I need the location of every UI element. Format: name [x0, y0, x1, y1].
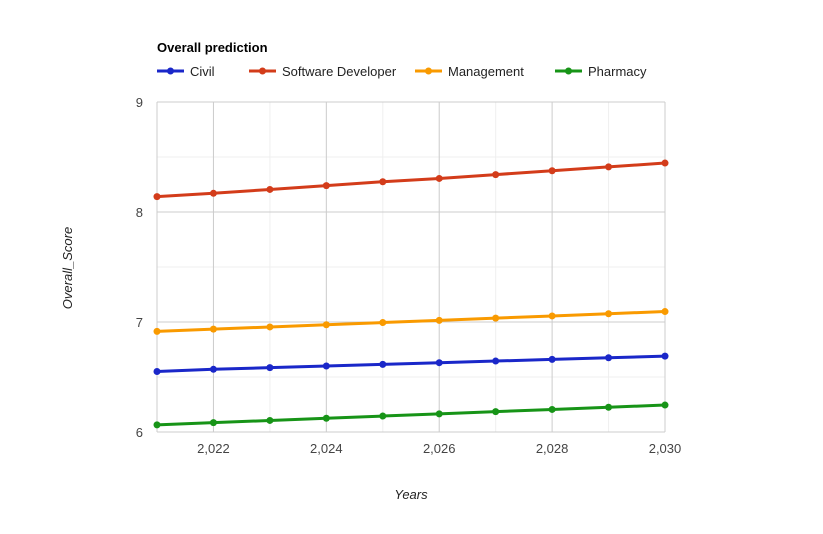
data-point-pharmacy[interactable] — [548, 405, 556, 413]
series-line-management — [156, 310, 666, 333]
data-point-civil[interactable] — [661, 352, 669, 360]
data-point-civil[interactable] — [435, 359, 443, 367]
data-point-software-developer[interactable] — [548, 167, 556, 175]
data-point-software-developer[interactable] — [322, 182, 330, 190]
x-tick-label: 2,024 — [310, 441, 343, 456]
data-point-civil[interactable] — [153, 368, 161, 375]
legend-item-civil[interactable]: Civil — [157, 64, 215, 79]
data-point-software-developer[interactable] — [605, 163, 613, 171]
series-civil — [153, 352, 669, 375]
y-tick-label: 8 — [136, 205, 143, 220]
legend-label: Management — [448, 64, 524, 79]
legend-item-software-developer[interactable]: Software Developer — [249, 64, 397, 79]
x-tick-label: 2,030 — [649, 441, 682, 456]
x-tick-label: 2,026 — [423, 441, 456, 456]
series-line-software-developer — [156, 161, 666, 199]
legend: Civil Software Developer Management Pharmac… — [157, 64, 647, 79]
data-point-pharmacy[interactable] — [322, 414, 330, 422]
data-point-management[interactable] — [435, 316, 443, 324]
y-axis-title: Overall_Score — [60, 227, 75, 309]
series-software-developer — [153, 159, 669, 201]
y-tick-label: 7 — [136, 315, 143, 330]
data-point-pharmacy[interactable] — [153, 421, 161, 429]
data-point-pharmacy[interactable] — [209, 419, 217, 427]
data-point-software-developer[interactable] — [266, 185, 274, 193]
x-axis-title: Years — [394, 487, 428, 502]
data-point-civil[interactable] — [605, 354, 613, 362]
series-pharmacy — [153, 401, 669, 429]
legend-label: Pharmacy — [588, 64, 647, 79]
data-point-pharmacy[interactable] — [435, 410, 443, 418]
data-point-software-developer[interactable] — [492, 171, 500, 179]
data-point-civil[interactable] — [266, 364, 274, 372]
data-point-management[interactable] — [153, 327, 161, 335]
data-point-management[interactable] — [209, 325, 217, 333]
legend-label: Software Developer — [282, 64, 397, 79]
x-tick-label: 2,022 — [197, 441, 230, 456]
data-point-software-developer[interactable] — [435, 174, 443, 182]
y-tick-label: 9 — [136, 95, 143, 110]
data-point-civil[interactable] — [322, 362, 330, 370]
data-point-management[interactable] — [322, 321, 330, 329]
legend-item-management[interactable]: Management — [415, 64, 524, 79]
x-tick-label: 2,028 — [536, 441, 569, 456]
series-lines — [153, 159, 669, 429]
data-point-management[interactable] — [379, 319, 387, 327]
data-point-pharmacy[interactable] — [492, 408, 500, 416]
data-point-pharmacy[interactable] — [379, 412, 387, 420]
data-point-management[interactable] — [661, 308, 669, 316]
data-point-civil[interactable] — [209, 365, 217, 373]
data-point-software-developer[interactable] — [379, 178, 387, 186]
legend-label: Civil — [190, 64, 215, 79]
chart-title: Overall prediction — [157, 40, 268, 55]
data-point-pharmacy[interactable] — [605, 403, 613, 411]
data-point-civil[interactable] — [492, 357, 500, 365]
data-point-pharmacy[interactable] — [661, 401, 669, 409]
data-point-civil[interactable] — [379, 360, 387, 368]
legend-marker — [425, 67, 432, 75]
y-tick-label: 6 — [136, 425, 143, 440]
grid — [156, 101, 666, 433]
data-point-management[interactable] — [492, 314, 500, 322]
series-line-civil — [156, 354, 666, 373]
legend-marker — [565, 67, 572, 75]
data-point-software-developer[interactable] — [661, 159, 669, 167]
legend-marker — [259, 67, 266, 75]
legend-item-pharmacy[interactable]: Pharmacy — [555, 64, 647, 79]
data-point-civil[interactable] — [548, 355, 556, 363]
series-line-pharmacy — [156, 403, 666, 427]
series-management — [153, 308, 669, 335]
data-point-management[interactable] — [605, 310, 613, 318]
data-point-software-developer[interactable] — [153, 193, 161, 201]
data-point-pharmacy[interactable] — [266, 416, 274, 424]
legend-marker — [167, 67, 174, 75]
tick-labels: 2,022 2,024 2,026 2,028 2,030 6 7 8 9 — [136, 95, 682, 456]
data-point-management[interactable] — [266, 323, 274, 331]
data-point-software-developer[interactable] — [209, 189, 217, 197]
data-point-management[interactable] — [548, 312, 556, 320]
